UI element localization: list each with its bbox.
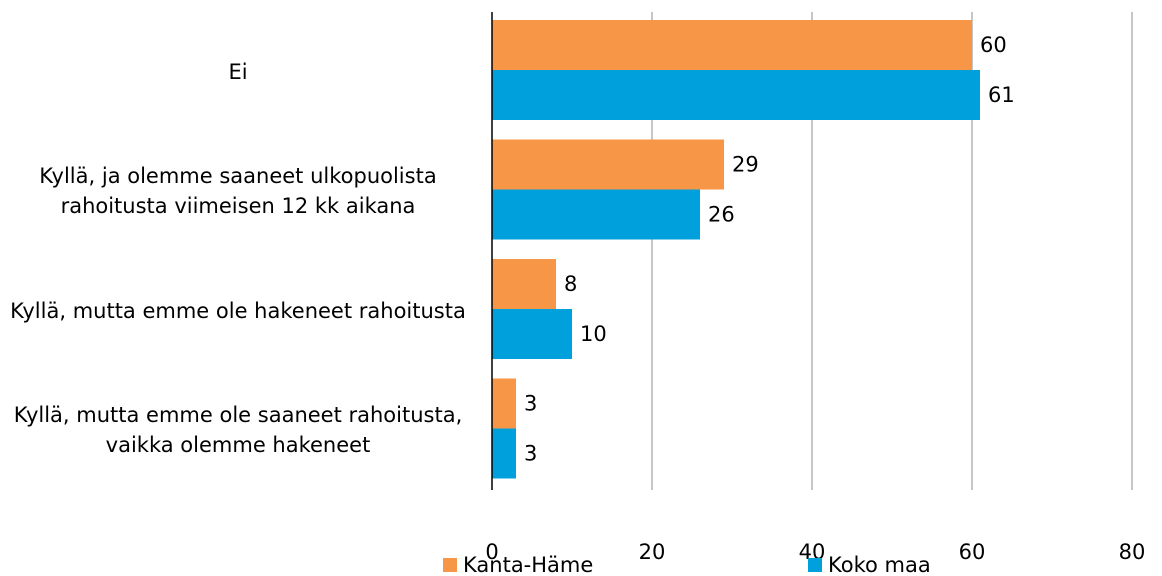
bar <box>492 309 572 359</box>
bar <box>492 189 700 240</box>
legend-label: Kanta-Häme <box>463 553 593 576</box>
y-tick-label: Kyllä, ja olemme saaneet ulkopuolista ra… <box>39 164 437 219</box>
data-label: 8 <box>564 272 577 296</box>
data-label: 60 <box>980 33 1007 57</box>
data-label: 10 <box>580 322 607 346</box>
bar <box>492 70 980 120</box>
bar <box>492 428 516 479</box>
data-label: 3 <box>524 442 537 466</box>
bar <box>492 139 724 190</box>
y-tick-label: Ei <box>228 59 248 84</box>
x-tick-label: 20 <box>639 540 666 564</box>
legend-label: Koko maa <box>828 553 931 576</box>
x-tick-label: 0 <box>485 540 498 564</box>
bar <box>492 378 516 429</box>
y-tick-label: Kyllä, mutta emme ole hakeneet rahoitust… <box>10 298 466 323</box>
legend-swatch <box>443 558 457 572</box>
data-label: 26 <box>708 203 735 227</box>
x-tick-label: 80 <box>1119 540 1146 564</box>
data-label: 3 <box>524 392 537 416</box>
bar <box>492 259 556 309</box>
data-label: 29 <box>732 153 759 177</box>
x-tick-label: 60 <box>959 540 986 564</box>
legend-swatch <box>808 558 822 572</box>
data-label: 61 <box>988 83 1015 107</box>
bar <box>492 20 972 70</box>
y-tick-label: Kyllä, mutta emme ole saaneet rahoitusta… <box>13 403 463 458</box>
